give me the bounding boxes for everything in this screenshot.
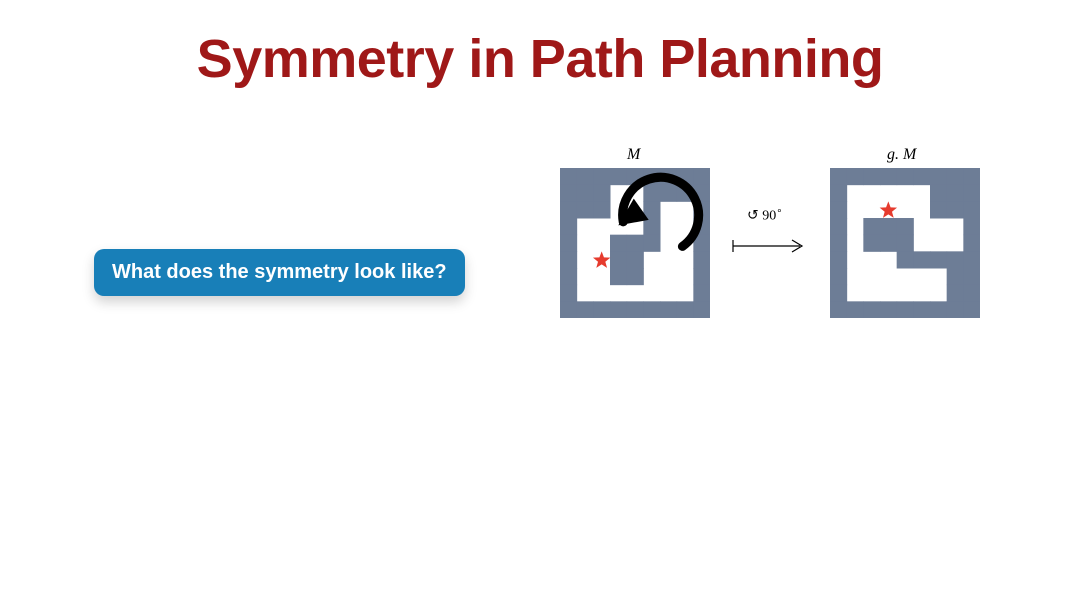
mapsto-arrow <box>730 231 810 261</box>
question-callout: What does the symmetry look like? <box>94 249 465 296</box>
slide-title: Symmetry in Path Planning <box>0 28 1080 90</box>
label-gM: g. M <box>887 146 916 164</box>
maze-right <box>830 168 980 318</box>
rotation-angle-label: ↺ 90∘ <box>747 206 783 225</box>
label-M: M <box>627 146 640 164</box>
rotation-overlay-arrow <box>560 168 710 318</box>
rotation-diagram: M g. M ↺ 90∘ <box>550 146 1010 326</box>
